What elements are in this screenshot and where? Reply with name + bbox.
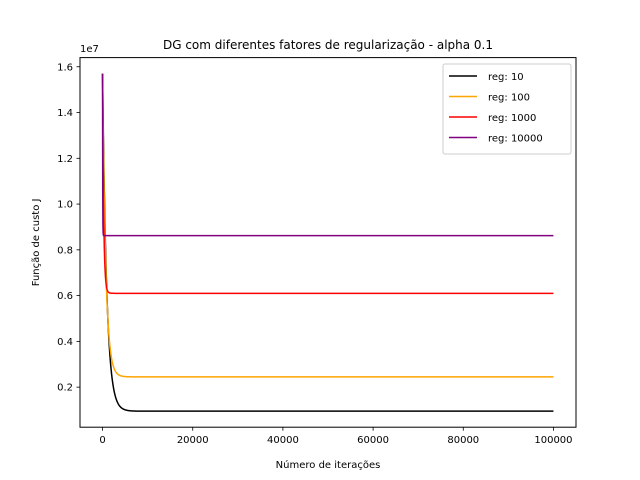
legend-label: reg: 100 (488, 93, 530, 104)
series-line-2 (101, 73, 554, 295)
plot-frame (79, 57, 577, 428)
y-tick-label: 1.0 (57, 200, 73, 211)
y-tick-label: 0.4 (57, 337, 73, 348)
x-axis: 0 20000 40000 60000 80000 100000 (99, 427, 573, 446)
y-tick-label: 1.4 (57, 108, 73, 119)
y-tick-label: 1.6 (57, 62, 73, 73)
legend-label: reg: 10 (488, 72, 524, 83)
x-tick-label: 80000 (447, 435, 479, 446)
x-tick-label: 20000 (177, 435, 209, 446)
y-offset-label: 1e7 (80, 44, 99, 55)
legend-box (442, 63, 572, 155)
legend: reg: 10 reg: 100 reg: 1000 reg: 10000 (442, 63, 572, 155)
x-tick-label: 100000 (534, 435, 572, 446)
series-line-0 (101, 73, 554, 412)
x-tick-label: 40000 (267, 435, 299, 446)
x-tick-label: 60000 (357, 435, 389, 446)
legend-label: reg: 10000 (488, 134, 543, 145)
y-tick-label: 0.6 (57, 291, 73, 302)
series-layer (101, 73, 554, 412)
y-tick-label: 1.2 (57, 154, 73, 165)
y-tick-label: 0.8 (57, 245, 73, 256)
x-axis-label: Número de iterações (276, 459, 381, 471)
series-line-1 (101, 73, 554, 378)
chart-title: DG com diferentes fatores de regularizaç… (163, 38, 493, 52)
series-line-3 (101, 73, 554, 237)
y-axis: 0.2 0.4 0.6 0.8 1.0 1.2 1.4 1.6 (57, 62, 80, 394)
x-tick-label: 0 (99, 435, 105, 446)
y-axis-label: Função de custo J (31, 199, 42, 287)
legend-label: reg: 1000 (488, 113, 536, 124)
y-tick-label: 0.2 (57, 383, 73, 394)
